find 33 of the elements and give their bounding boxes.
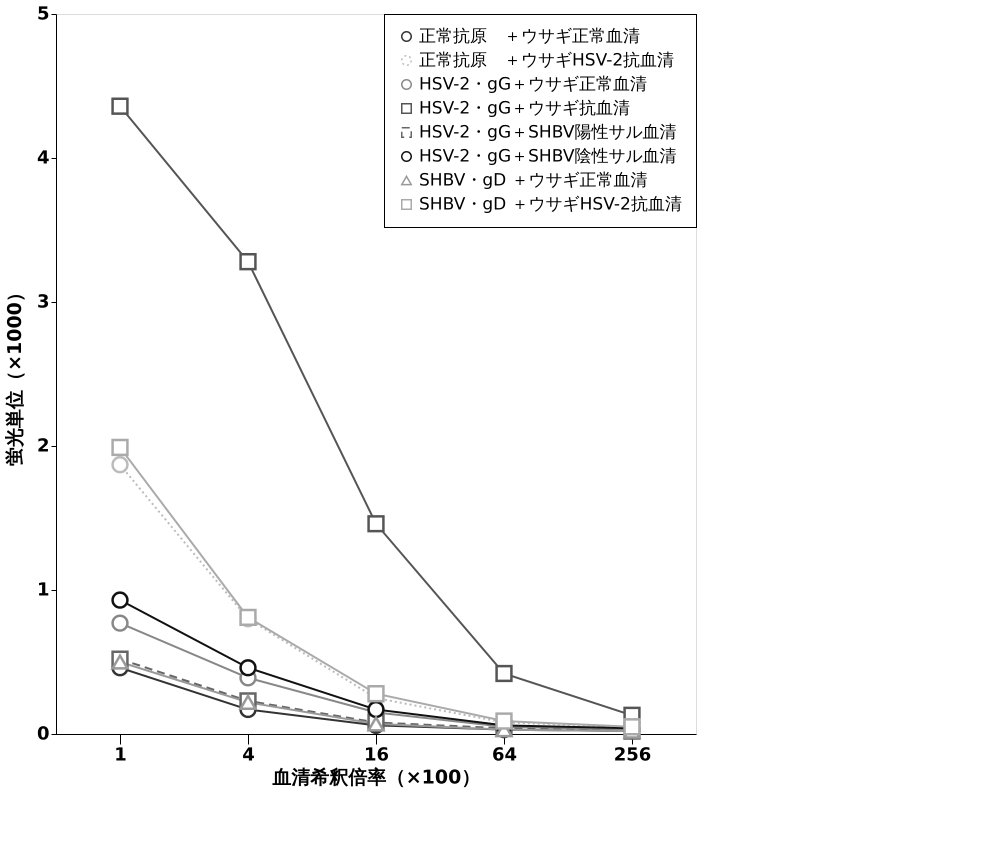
y-tick-label: 2 bbox=[36, 436, 50, 456]
y-tick-label: 1 bbox=[36, 580, 50, 600]
point bbox=[111, 97, 129, 115]
point bbox=[367, 515, 385, 532]
legend-label: 正常抗原 ＋ウサギ正常血清 bbox=[419, 26, 640, 46]
x-tick-label: 16 bbox=[364, 744, 390, 766]
y-tick-label: 5 bbox=[36, 4, 50, 24]
point bbox=[111, 456, 129, 474]
point bbox=[239, 659, 257, 676]
y-axis-title: 蛍光単位（×1000） bbox=[4, 283, 26, 466]
point bbox=[111, 614, 129, 632]
y-tick-label: 4 bbox=[36, 148, 50, 168]
x-tick-label: 1 bbox=[114, 744, 127, 766]
x-tick-label: 4 bbox=[242, 744, 255, 766]
legend-label: HSV-2・gG＋SHBV陰性サル血清 bbox=[419, 146, 676, 166]
point bbox=[367, 685, 385, 702]
x-axis-title: 血清希釈倍率（×100） bbox=[272, 766, 480, 788]
x-tick-label: 64 bbox=[492, 744, 518, 766]
point bbox=[367, 700, 385, 718]
point bbox=[495, 664, 513, 682]
point bbox=[111, 591, 129, 609]
legend-label: HSV-2・gG＋ウサギ正常血清 bbox=[419, 74, 648, 94]
legend-label: SHBV・gD ＋ウサギ正常血清 bbox=[419, 170, 648, 190]
point bbox=[239, 253, 257, 270]
point bbox=[111, 438, 129, 456]
legend-label: HSV-2・gG＋SHBV陽性サル血清 bbox=[419, 122, 676, 142]
legend-label: 正常抗原 ＋ウサギHSV-2抗血清 bbox=[419, 50, 674, 70]
point bbox=[111, 654, 129, 670]
legend-label: HSV-2・gG＋ウサギ抗血清 bbox=[419, 98, 630, 118]
y-tick-label: 3 bbox=[36, 292, 50, 312]
y-tick-label: 0 bbox=[36, 724, 50, 744]
legend-label: SHBV・gD ＋ウサギHSV-2抗血清 bbox=[419, 194, 682, 214]
x-tick-label: 256 bbox=[614, 744, 652, 766]
